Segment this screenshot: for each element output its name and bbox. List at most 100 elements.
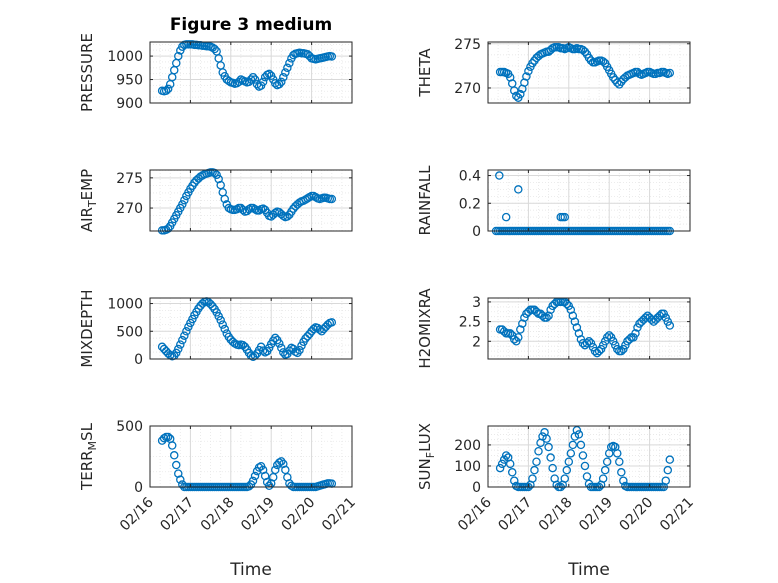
y-axis-label: SUNFLUX	[416, 423, 437, 490]
data-point	[546, 453, 555, 462]
data-point	[538, 432, 547, 441]
y-axis-label: RAINFALL	[416, 165, 434, 236]
data-point	[582, 472, 592, 481]
data-point	[220, 194, 229, 204]
data-point	[512, 91, 521, 101]
axes-box	[487, 169, 691, 232]
y-tick-label: 3	[472, 295, 481, 311]
data-point	[258, 77, 268, 87]
data-point	[507, 468, 517, 477]
data-point	[615, 457, 624, 467]
axes-box	[487, 297, 691, 360]
data-point	[665, 321, 675, 330]
data-point	[238, 205, 248, 215]
y-tick-label: 275	[454, 37, 481, 53]
data-point	[279, 72, 288, 82]
y-axis-label: PRESSURE	[78, 33, 96, 112]
y-tick-label: 500	[116, 419, 143, 435]
data-point	[560, 474, 570, 483]
y-axis-label: THETA	[416, 48, 434, 98]
axes-box	[149, 425, 353, 488]
data-point	[277, 343, 286, 353]
data-point	[264, 481, 274, 491]
data-point	[303, 332, 312, 341]
data-point	[631, 329, 640, 338]
data-point	[210, 44, 219, 54]
data-point	[613, 78, 622, 87]
data-point	[275, 79, 284, 89]
data-point	[518, 319, 527, 328]
data-point	[586, 56, 596, 65]
subplot-1: 900 950 1000 PRESSURE	[78, 33, 353, 112]
data-point	[167, 441, 177, 450]
data-point	[327, 318, 337, 327]
y-tick-label: 0	[472, 224, 481, 240]
y-tick-label: 0	[472, 480, 481, 496]
data-point	[178, 335, 187, 345]
figure-title: Figure 3 medium	[170, 15, 332, 35]
data-point	[562, 465, 572, 475]
data-point	[501, 451, 511, 460]
data-point	[279, 348, 288, 357]
y-tick-label: 2.5	[459, 315, 481, 331]
data-point	[514, 333, 523, 342]
data-point	[169, 451, 179, 460]
data-point	[574, 430, 584, 439]
x-axis-label: Time	[229, 560, 272, 580]
data-point	[617, 346, 626, 356]
data-point	[244, 482, 254, 491]
subplot-2: 270 275 THETA	[416, 37, 691, 104]
axes-box	[487, 425, 691, 488]
data-point	[598, 474, 608, 483]
y-tick-label: 0.4	[459, 169, 481, 185]
data-point	[564, 457, 574, 467]
data-point	[530, 465, 539, 475]
y-tick-label: 0.2	[459, 196, 481, 212]
data-point	[578, 451, 588, 460]
data-point	[275, 458, 284, 467]
data-point	[198, 299, 207, 308]
data-point	[277, 457, 286, 466]
data-point	[619, 476, 628, 485]
data-point	[501, 212, 511, 222]
data-point	[532, 307, 541, 317]
series-markers	[157, 40, 337, 96]
y-tick-label: 270	[116, 201, 143, 217]
data-point	[176, 475, 185, 484]
data-point	[613, 449, 622, 458]
data-point	[327, 52, 337, 61]
data-point	[602, 457, 612, 467]
y-tick-label: 100	[454, 459, 481, 475]
data-point	[625, 335, 634, 344]
data-point	[566, 305, 576, 315]
data-point	[216, 315, 225, 325]
data-point	[163, 432, 173, 442]
data-point	[309, 324, 318, 334]
x-axis-label: Time	[567, 560, 610, 580]
data-point	[576, 440, 586, 450]
data-point	[665, 455, 675, 464]
data-point	[560, 212, 570, 222]
y-tick-label: 270	[454, 81, 481, 97]
data-point	[172, 460, 181, 470]
data-point	[617, 468, 626, 477]
data-point	[174, 51, 183, 61]
y-tick-label: 0	[134, 352, 143, 368]
series-markers	[157, 297, 337, 362]
y-axis-label: TERRMSL	[78, 422, 99, 491]
data-point	[495, 171, 504, 180]
axes-box	[487, 41, 691, 104]
y-tick-label: 950	[116, 73, 143, 89]
data-point	[180, 331, 189, 340]
data-point	[248, 72, 258, 82]
data-point	[598, 57, 608, 66]
data-point	[510, 335, 519, 344]
data-point	[234, 77, 244, 87]
data-point	[270, 333, 280, 343]
y-axis-label: MIXDEPTH	[78, 289, 96, 367]
data-point	[212, 170, 221, 180]
data-point	[180, 195, 189, 205]
data-point	[568, 311, 578, 320]
data-point	[600, 465, 610, 475]
